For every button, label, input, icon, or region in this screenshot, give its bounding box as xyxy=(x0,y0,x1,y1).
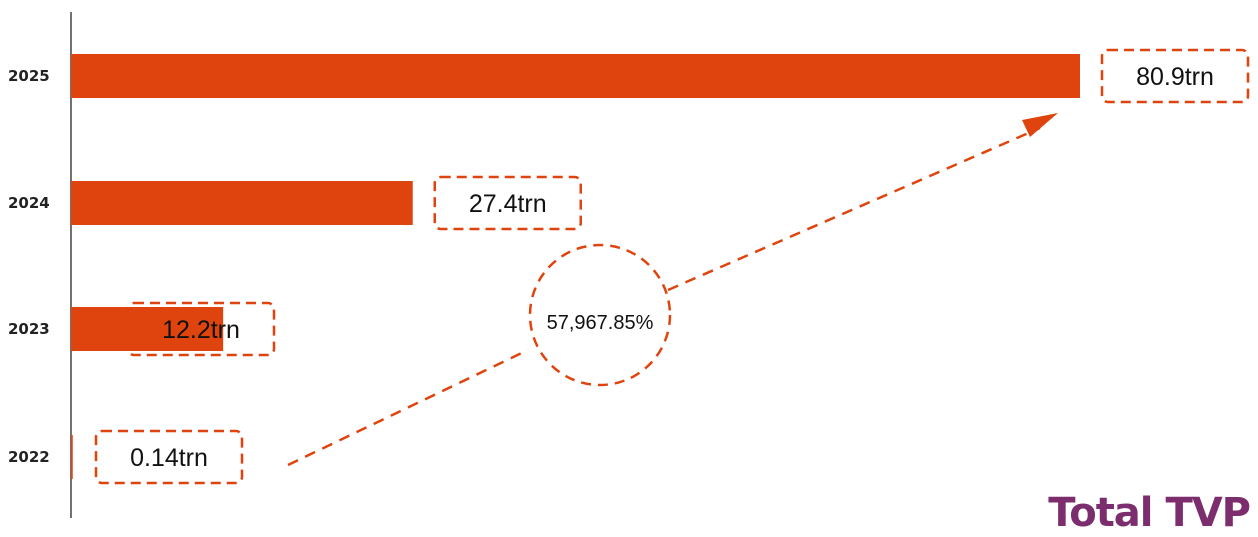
value-label-box-2022 xyxy=(94,429,244,485)
bar-2023 xyxy=(71,307,224,351)
growth-arrow-start xyxy=(287,348,529,467)
value-label-2022: 0.14trn xyxy=(130,444,208,472)
value-label-2024: 27.4trn xyxy=(469,190,547,218)
growth-circle xyxy=(528,243,672,387)
tick-label-2023: 2023 xyxy=(8,320,50,338)
bar-2024 xyxy=(71,181,413,225)
growth-label: 57,967.85% xyxy=(547,312,654,334)
growth-annotation: 57,967.85% xyxy=(287,113,1058,467)
value-label-box-2024 xyxy=(433,175,582,231)
tick-label-2025: 2025 xyxy=(8,67,50,85)
value-label-box-2025 xyxy=(1100,48,1250,104)
value-label-box-2023 xyxy=(126,301,276,357)
bar-2025 xyxy=(71,54,1080,98)
brand-logo-text: Total TVP xyxy=(1048,490,1251,536)
labels-layer: 2025 80.9trn 2024 27.4trn 2023 12.2trn 2022 0.1… xyxy=(8,48,1250,485)
value-label-2023: 12.2trn xyxy=(162,316,240,344)
growth-arrowhead xyxy=(1022,113,1058,137)
tick-label-2022: 2022 xyxy=(8,448,50,466)
growth-arrow-end xyxy=(667,126,1041,292)
value-label-2025: 80.9trn xyxy=(1136,63,1214,91)
bar-2022 xyxy=(71,435,73,479)
bars-layer xyxy=(71,54,1080,479)
tick-label-2024: 2024 xyxy=(8,194,50,212)
